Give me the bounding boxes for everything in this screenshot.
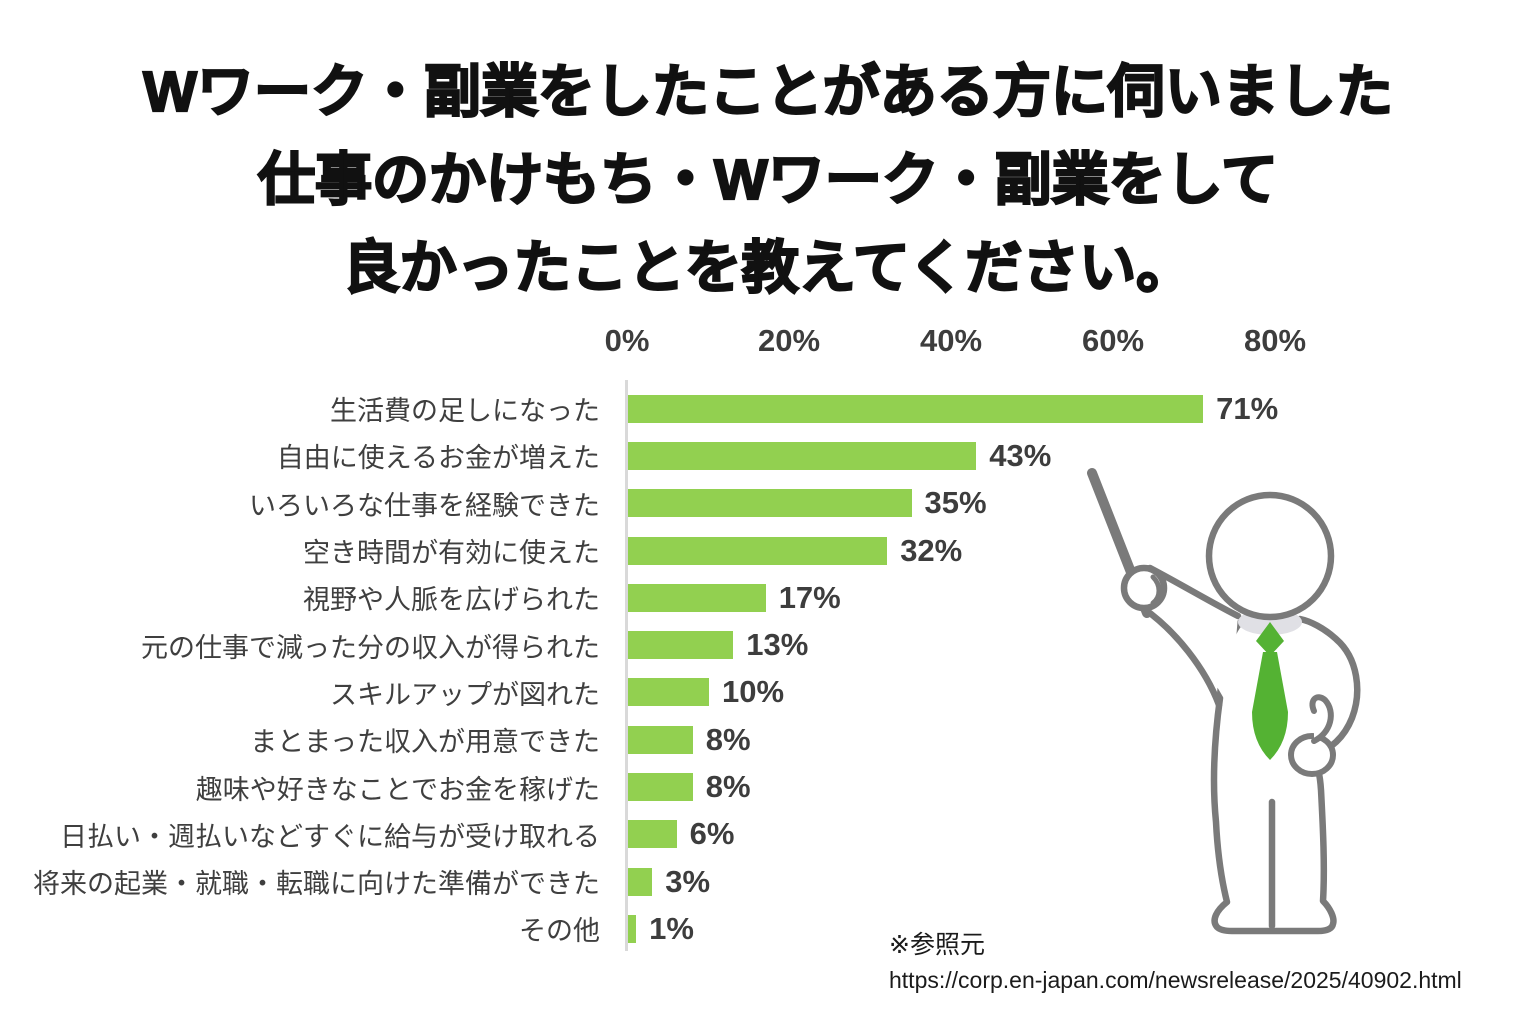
bar-area: 8% <box>628 722 751 758</box>
bar-area: 13% <box>628 627 808 663</box>
chart-row: 視野や人脈を広げられた 17% <box>0 574 1536 621</box>
bar-value-label: 71% <box>1216 390 1279 426</box>
category-label: 空き時間が有効に使えた <box>303 538 600 569</box>
chart-row: その他 1% <box>0 905 1536 952</box>
x-axis-tick-label: 20% <box>757 323 821 358</box>
figure-body <box>1210 615 1361 935</box>
chart-row: まとまった収入が用意できた 8% <box>0 716 1536 763</box>
bar <box>628 867 653 896</box>
bar-area: 1% <box>628 911 694 947</box>
chart-row: 将来の起業・就職・転職に向けた準備ができた 3% <box>0 858 1536 905</box>
title-line-2: 仕事のかけもち・Wワーク・副業をして <box>257 147 1279 213</box>
bar-value-label: 3% <box>665 863 711 899</box>
category-label: スキルアップが図れた <box>330 679 600 710</box>
bar <box>628 536 888 565</box>
chart-row: 日払い・週払いなどすぐに給与が受け取れる 6% <box>0 811 1536 858</box>
figure-hip-hand <box>1288 733 1336 777</box>
category-label: 元の仕事で減った分の収入が得られた <box>141 632 600 663</box>
x-axis-tick-label: 60% <box>1081 323 1145 358</box>
chart-row: いろいろな仕事を経験できた 35% <box>0 480 1536 527</box>
bar-value-label: 8% <box>705 769 751 805</box>
bar-chart: 生活費の足しになった 71% 自由に使えるお金が増えた 43% いろいろな仕事を経験でき… <box>0 385 1536 953</box>
bar-area: 32% <box>628 533 962 569</box>
y-axis-line <box>625 380 628 951</box>
title-line-1: Wワーク・副業をしたことがある方に伺いました <box>142 59 1394 125</box>
chart-row: 空き時間が有効に使えた 32% <box>0 527 1536 574</box>
category-label: 日払い・週払いなどすぐに給与が受け取れる <box>60 821 600 852</box>
bar <box>628 394 1204 423</box>
figure-head <box>1205 491 1335 621</box>
bar <box>628 489 912 518</box>
bar-area: 43% <box>628 438 1051 474</box>
x-axis-tick-labels: 0% 20% 40% 60% 80% <box>0 323 1536 359</box>
chart-row: スキルアップが図れた 10% <box>0 669 1536 716</box>
category-label: まとまった収入が用意できた <box>250 727 600 758</box>
category-label: 自由に使えるお金が増えた <box>276 443 600 474</box>
category-label: 視野や人脈を広げられた <box>303 585 600 616</box>
figure-hip-thumb <box>1309 694 1334 744</box>
title-line-3: 良かったことを教えてください。 <box>342 235 1195 301</box>
bar-area: 6% <box>628 816 734 852</box>
bar-value-label: 6% <box>689 816 735 852</box>
source-note: ※参照元 <box>889 931 985 959</box>
bar-value-label: 1% <box>649 910 694 946</box>
bar-value-label: 35% <box>924 485 987 521</box>
bar-area: 8% <box>628 769 751 805</box>
bar-area: 17% <box>628 580 841 616</box>
bar <box>628 725 693 754</box>
bar <box>628 914 637 943</box>
figure-raised-arm-lower-edge <box>1136 602 1223 709</box>
bar <box>628 678 709 707</box>
source-reference: ※参照元 https://corp.en-japan.com/newsrelea… <box>889 928 1462 997</box>
bar <box>628 583 766 612</box>
figure-necktie <box>1252 622 1288 760</box>
x-axis-tick-label: 0% <box>604 323 650 358</box>
bar-area: 10% <box>628 674 784 710</box>
bar-area: 35% <box>628 485 987 521</box>
chart-row: 生活費の足しになった 71% <box>0 385 1536 432</box>
presenter-figure-illustration <box>1087 468 1361 935</box>
bar-value-label: 10% <box>722 674 785 710</box>
bar-value-label: 32% <box>900 532 963 568</box>
bar <box>628 631 734 660</box>
category-label: いろいろな仕事を経験できた <box>249 490 600 521</box>
figure-raised-hand-fingers <box>1150 574 1162 606</box>
category-label: 生活費の足しになった <box>330 396 600 427</box>
category-label: その他 <box>519 916 600 947</box>
category-label: 将来の起業・就職・転職に向けた準備ができた <box>33 869 600 900</box>
bar-value-label: 8% <box>705 721 751 757</box>
x-axis-tick-label: 40% <box>919 323 983 358</box>
source-url: https://corp.en-japan.com/newsrelease/20… <box>889 967 1462 993</box>
bar <box>628 773 693 802</box>
x-axis-tick-label: 80% <box>1243 323 1307 358</box>
bar <box>628 441 977 470</box>
category-label: 趣味や好きなことでお金を稼げた <box>195 774 600 805</box>
bar-area: 71% <box>628 391 1278 427</box>
bar <box>628 820 677 849</box>
chart-row: 自由に使えるお金が増えた 43% <box>0 432 1536 479</box>
bar-value-label: 17% <box>778 579 841 615</box>
bar-value-label: 43% <box>989 437 1052 473</box>
chart-title: Wワーク・副業をしたことがある方に伺いました 仕事のかけもち・Wワーク・副業をし… <box>0 48 1536 312</box>
bar-value-label: 13% <box>746 627 809 663</box>
bar-area: 3% <box>628 864 710 900</box>
chart-row: 元の仕事で減った分の収入が得られた 13% <box>0 621 1536 668</box>
chart-row: 趣味や好きなことでお金を稼げた 8% <box>0 763 1536 810</box>
